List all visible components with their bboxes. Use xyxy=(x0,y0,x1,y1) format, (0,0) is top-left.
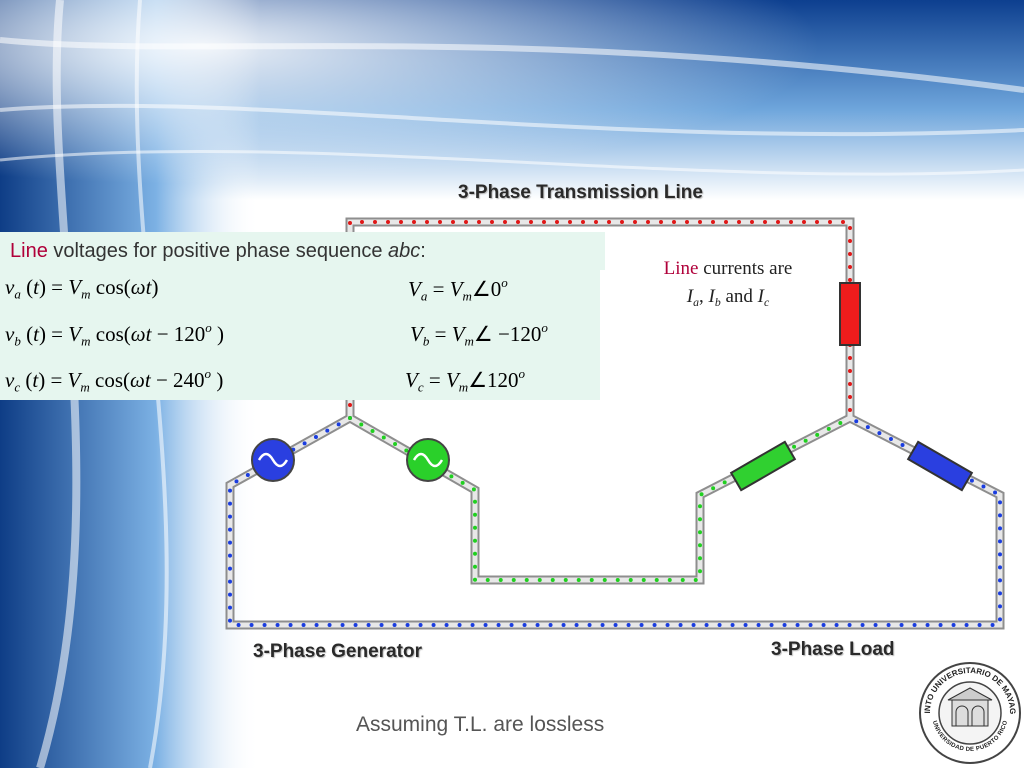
text-segment: V xyxy=(445,368,459,393)
text-segment: o xyxy=(518,366,526,381)
text-segment: Line xyxy=(10,240,48,262)
text-segment: t xyxy=(33,275,39,299)
title: 3-Phase Transmission Line xyxy=(458,182,703,203)
text-segment: a xyxy=(14,286,21,302)
equation-phasor: Vb = Vm∠ −120o xyxy=(410,320,548,350)
text-segment: cos( xyxy=(90,322,131,347)
note-line: Ia, Ib and Ic xyxy=(608,283,848,317)
note-line: Line currents are xyxy=(608,255,848,283)
text-segment: v xyxy=(5,275,15,299)
text-segment: ( xyxy=(20,275,34,299)
text-segment: b xyxy=(14,333,21,349)
equation-time: va (t) = Vm cos(ωt) xyxy=(5,275,158,303)
text-segment: ) xyxy=(211,368,224,393)
text-segment: ) = xyxy=(38,275,69,299)
text-segment: I xyxy=(757,286,764,307)
text-segment: ∠120 xyxy=(468,368,519,393)
text-segment: and xyxy=(720,286,758,307)
voltage-heading: Line voltages for positive phase sequenc… xyxy=(0,232,605,270)
text-segment: c xyxy=(14,379,21,395)
text-segment: voltages for positive phase sequence xyxy=(47,240,389,262)
equation-box xyxy=(0,270,600,400)
text-segment: ) xyxy=(211,322,225,347)
text-segment: = xyxy=(429,322,452,347)
equation-time: vb (t) = Vm cos(ωt − 120o ) xyxy=(5,320,224,350)
text-segment: ∠ −120 xyxy=(473,322,542,347)
text-segment: v xyxy=(5,322,15,347)
text-segment: ) xyxy=(151,275,159,299)
text-segment: m xyxy=(81,286,91,302)
text-segment: ( xyxy=(20,368,33,393)
text-segment: c xyxy=(763,296,770,310)
text-segment: ) = xyxy=(38,368,68,393)
load-b xyxy=(906,440,974,492)
glow xyxy=(0,0,1024,230)
text-segment: a xyxy=(693,296,699,310)
text-segment: o xyxy=(501,275,508,290)
text-segment: o xyxy=(541,320,548,335)
text-segment: ωt xyxy=(130,322,152,347)
text-segment: − 120 xyxy=(151,322,206,347)
text-segment: m xyxy=(80,379,90,395)
text-segment: V xyxy=(408,277,421,302)
text-segment: b xyxy=(422,333,430,349)
load-label: 3-Phase Load xyxy=(771,639,895,660)
text-segment: cos( xyxy=(89,368,131,393)
text-segment: v xyxy=(5,368,15,393)
text-segment: cos( xyxy=(90,275,131,299)
text-segment: ωt xyxy=(130,275,152,299)
text-segment: ωt xyxy=(130,368,151,393)
text-segment: V xyxy=(405,368,418,393)
text-segment: V xyxy=(68,322,82,347)
footer: Assuming T.L. are lossless xyxy=(356,713,605,736)
text-segment: c xyxy=(417,379,424,395)
text-segment: : xyxy=(420,240,426,262)
text-segment: I xyxy=(708,286,715,307)
text-segment: abc xyxy=(388,240,421,262)
text-segment: V xyxy=(410,322,423,347)
text-segment: V xyxy=(67,368,81,393)
text-segment: I xyxy=(686,286,694,307)
load-a xyxy=(839,282,861,346)
text-segment: V xyxy=(449,277,463,302)
equation-phasor: Va = Vm∠0o xyxy=(408,275,508,305)
text-segment: t xyxy=(32,368,39,393)
text-segment: a xyxy=(420,288,428,304)
text-segment: t xyxy=(33,322,39,347)
text-segment: = xyxy=(423,368,446,393)
text-segment: , xyxy=(699,286,709,307)
equation-time: vc (t) = Vm cos(ωt − 240o ) xyxy=(5,366,223,396)
text-segment: o xyxy=(204,366,212,381)
text-segment: b xyxy=(714,296,721,310)
text-segment: ∠0 xyxy=(471,277,502,302)
loads xyxy=(729,282,974,492)
load-c xyxy=(729,440,797,492)
text-segment: = xyxy=(427,277,450,302)
text-segment: − 240 xyxy=(150,368,205,393)
text-segment: m xyxy=(81,333,91,349)
text-segment: V xyxy=(451,322,465,347)
text-segment: m xyxy=(458,379,469,395)
equation-phasor: Vc = Vm∠120o xyxy=(405,366,525,396)
text-segment: V xyxy=(68,275,82,299)
text-segment: ) = xyxy=(38,322,69,347)
text-segment: m xyxy=(462,288,472,304)
currents-note: Line currents are Ia, Ib and Ic xyxy=(608,255,848,317)
text-segment: ( xyxy=(20,322,34,347)
text-segment: Line xyxy=(663,258,699,279)
text-segment: currents are xyxy=(698,258,793,279)
generator-label: 3-Phase Generator xyxy=(253,641,422,662)
text-segment: m xyxy=(464,333,474,349)
text-segment: o xyxy=(205,320,212,335)
